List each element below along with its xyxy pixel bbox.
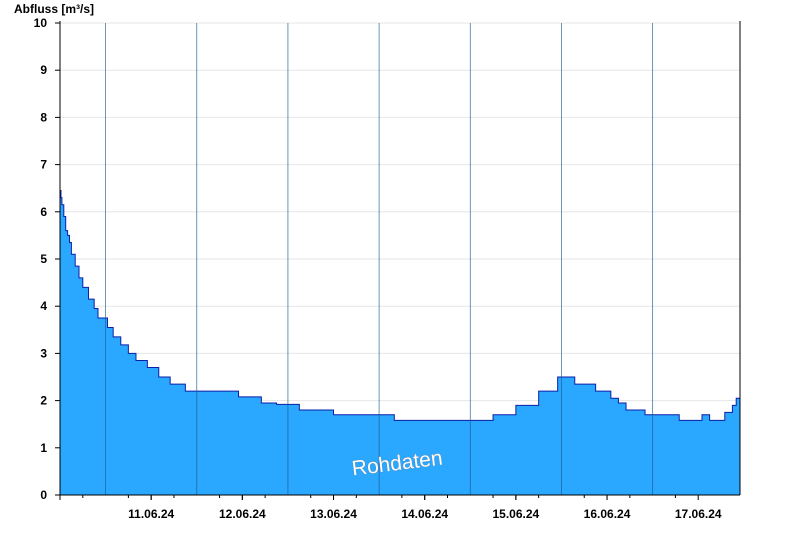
discharge-area [60,190,740,495]
y-tick-label-2: 2 [40,394,47,408]
y-tick-label-9: 9 [40,63,47,77]
axes [59,21,741,496]
y-axis-label: Abfluss [m³/s] [14,2,94,16]
y-tick-label-0: 0 [40,488,47,502]
discharge-line [60,190,741,421]
y-tick-label-3: 3 [40,346,47,360]
y-tick-label-8: 8 [40,110,47,124]
y-tick-label-7: 7 [40,158,47,172]
x-tick-label-7: 17.06.24 [675,507,722,521]
x-tick-label-6: 16.06.24 [584,507,631,521]
y-tick-label-6: 6 [40,205,47,219]
y-axis-ticks: 0 1 2 3 4 5 6 7 8 9 10 [34,16,60,502]
y-tick-label-5: 5 [40,252,47,266]
y-tick-label-10: 10 [34,16,48,30]
x-tick-label-5: 15.06.24 [493,507,540,521]
x-tick-label-1: 11.06.24 [128,507,174,521]
x-tick-label-3: 13.06.24 [310,507,357,521]
x-tick-label-2: 12.06.24 [219,507,266,521]
day-separator-lines [105,23,654,495]
y-tick-label-1: 1 [40,441,47,455]
x-axis-ticks: 11.06.24 12.06.24 13.06.24 14.06.24 15.06.24… [59,495,722,521]
y-tick-label-4: 4 [40,299,47,313]
x-tick-label-4: 14.06.24 [401,507,448,521]
